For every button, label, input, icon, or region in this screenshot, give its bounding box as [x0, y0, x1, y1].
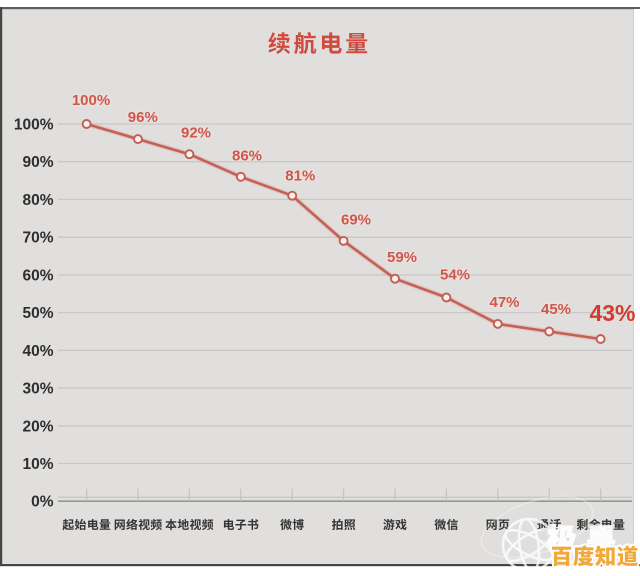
svg-text:50%: 50% [22, 305, 53, 322]
svg-text:43%: 43% [589, 300, 635, 326]
svg-text:10%: 10% [22, 456, 53, 473]
svg-text:81%: 81% [285, 167, 315, 184]
svg-text:100%: 100% [72, 92, 110, 109]
svg-text:45%: 45% [541, 301, 571, 318]
svg-text:45%: 45% [541, 301, 571, 318]
svg-text:96%: 96% [128, 109, 158, 126]
svg-text:47%: 47% [489, 294, 519, 311]
svg-text:40%: 40% [22, 343, 53, 360]
svg-text:86%: 86% [232, 148, 262, 165]
svg-text:59%: 59% [387, 249, 417, 266]
svg-text:30%: 30% [22, 381, 53, 398]
svg-text:80%: 80% [22, 192, 53, 209]
svg-text:69%: 69% [341, 211, 371, 228]
svg-text:47%: 47% [489, 294, 519, 311]
svg-text:81%: 81% [285, 167, 315, 184]
svg-text:96%: 96% [128, 109, 158, 126]
svg-text:86%: 86% [232, 148, 262, 165]
svg-text:60%: 60% [22, 267, 53, 284]
svg-text:69%: 69% [341, 211, 371, 228]
svg-text:20%: 20% [22, 418, 53, 435]
svg-text:70%: 70% [22, 230, 53, 247]
svg-text:54%: 54% [440, 267, 470, 284]
svg-text:100%: 100% [72, 92, 110, 109]
svg-text:90%: 90% [22, 154, 53, 171]
svg-text:0%: 0% [31, 494, 54, 511]
svg-text:92%: 92% [181, 125, 211, 142]
svg-text:100%: 100% [14, 117, 54, 134]
svg-text:54%: 54% [440, 267, 470, 284]
svg-text:92%: 92% [181, 125, 211, 142]
svg-text:59%: 59% [387, 249, 417, 266]
